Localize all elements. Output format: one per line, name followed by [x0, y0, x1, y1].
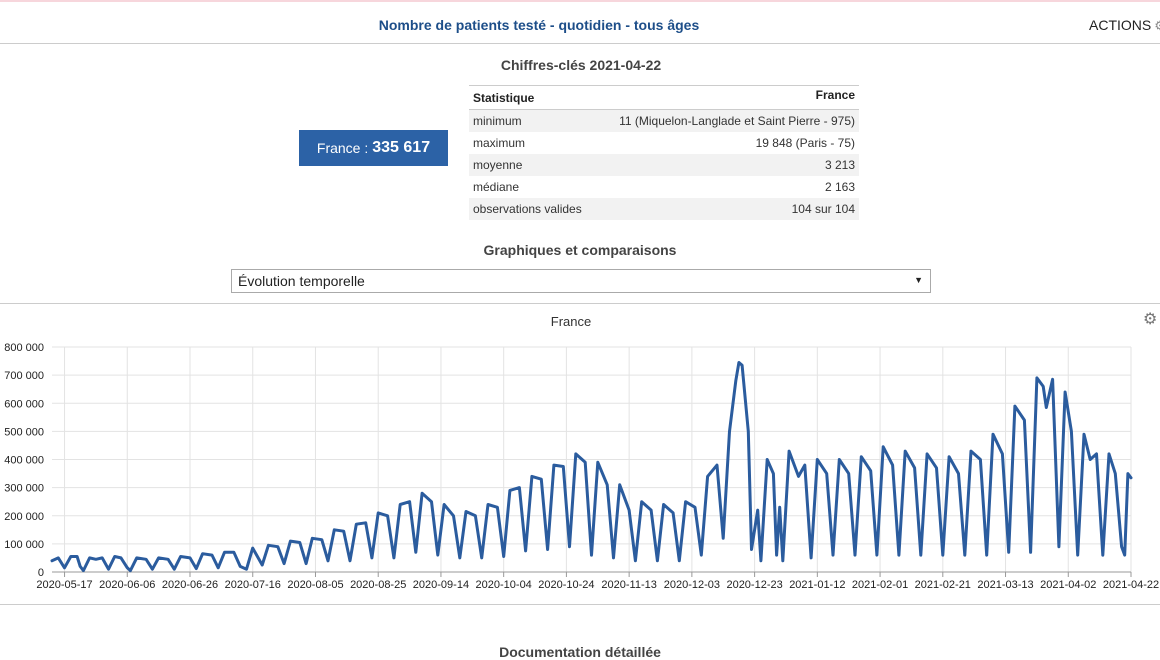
x-tick-label: 2021-04-02 — [1040, 579, 1096, 591]
table-cell: 2 163 — [824, 180, 855, 194]
chart-panel: France ⚙ 0 100 000 200 000 300 000 400 000 50… — [0, 303, 1160, 605]
column-header-statistique: Statistique — [469, 85, 596, 110]
actions-button[interactable]: ACTIONS⚙ — [1089, 17, 1160, 34]
table-cell: maximum — [473, 136, 526, 150]
x-tick-label: 2021-02-01 — [852, 579, 908, 591]
line-chart: 0 100 000 200 000 300 000 400 000 500 000 600 … — [4, 342, 1159, 591]
statistics-table: Statistique France minimum 11 (Miquelon-… — [469, 85, 859, 220]
y-tick-label: 400 000 — [4, 455, 44, 467]
y-tick-label: 300 000 — [4, 483, 44, 495]
table-row: minimum 11 (Miquelon-Langlade et Saint P… — [469, 109, 859, 132]
x-tick-label: 2021-03-13 — [977, 579, 1033, 591]
page-title: Nombre de patients testé - quotidien - t… — [378, 17, 700, 33]
table-cell: minimum — [469, 109, 596, 132]
table-cell: 104 sur 104 — [595, 198, 859, 220]
column-header-france: France — [595, 85, 859, 110]
y-tick-label: 700 000 — [4, 370, 44, 382]
chart-settings-gear-icon[interactable]: ⚙ — [1143, 311, 1158, 328]
x-tick-label: 2020-10-24 — [538, 579, 594, 591]
table-row: médiane 2 163 — [469, 176, 859, 198]
table-cell: observations valides — [469, 198, 596, 220]
x-tick-label: 2021-01-12 — [789, 579, 845, 591]
table-cell: 3 213 — [595, 154, 859, 176]
y-tick-label: 0 — [38, 567, 44, 579]
y-tick-label: 500 000 — [4, 426, 44, 438]
kpi-badge: France : 335 617 — [299, 130, 448, 166]
table-cell: médiane — [473, 180, 520, 194]
header-bar: Nombre de patients testé - quotidien - t… — [0, 2, 1160, 44]
chart-type-select[interactable]: Évolution temporelle ▼ — [231, 269, 931, 293]
series-line — [50, 361, 1133, 573]
actions-label: ACTIONS — [1089, 17, 1152, 33]
x-tick-label: 2020-07-16 — [225, 579, 281, 591]
kpi-value: 335 617 — [372, 139, 431, 156]
x-tick-label: 2020-08-25 — [350, 579, 406, 591]
x-tick-label: 2020-08-05 — [287, 579, 343, 591]
documentation-title: Documentation détaillée — [499, 644, 661, 660]
graphs-title: Graphiques et comparaisons — [483, 242, 677, 258]
x-tick-label: 2020-06-06 — [99, 579, 155, 591]
x-tick-label: 2020-11-13 — [601, 579, 656, 591]
table-cell: 19 848 (Paris - 75) — [755, 136, 855, 150]
key-figures-title: Chiffres-clés 2021-04-22 — [500, 57, 662, 73]
x-tick-label: 2021-02-21 — [915, 579, 971, 591]
table-cell: 11 (Miquelon-Langlade et Saint Pierre - … — [595, 109, 859, 132]
x-tick-label: 2020-06-26 — [162, 579, 218, 591]
y-tick-label: 200 000 — [4, 511, 44, 523]
table-row: observations valides 104 sur 104 — [469, 198, 859, 220]
table-cell: moyenne — [469, 154, 596, 176]
x-tick-label: 2020-10-04 — [476, 579, 532, 591]
x-tick-label: 2020-12-03 — [664, 579, 720, 591]
x-tick-label: 2021-04-22 — [1103, 579, 1159, 591]
x-tick-label: 2020-12-23 — [726, 579, 782, 591]
x-tick-label: 2020-05-17 — [36, 579, 92, 591]
table-header-row: Statistique France — [469, 85, 859, 110]
table-row: maximum 19 848 (Paris - 75) — [469, 132, 859, 154]
top-accent-line — [0, 0, 1160, 2]
chart-title: France — [550, 314, 592, 329]
y-tick-label: 100 000 — [4, 539, 44, 551]
table-row: moyenne 3 213 — [469, 154, 859, 176]
chart-type-select-value: Évolution temporelle — [238, 273, 365, 289]
y-tick-label: 600 000 — [4, 398, 44, 410]
x-tick-label: 2020-09-14 — [413, 579, 469, 591]
gear-icon: ⚙ — [1154, 18, 1160, 33]
kpi-label: France : — [316, 140, 369, 156]
caret-down-icon: ▼ — [914, 275, 923, 285]
y-tick-label: 800 000 — [4, 342, 44, 354]
